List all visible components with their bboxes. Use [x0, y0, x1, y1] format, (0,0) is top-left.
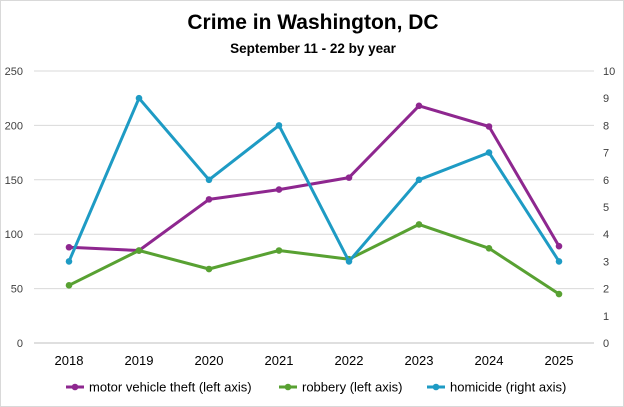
series-line-0 — [67, 104, 561, 252]
x-tick-label: 2025 — [545, 353, 574, 368]
data-point — [555, 258, 563, 265]
data-point — [65, 243, 73, 251]
data-point — [275, 247, 283, 254]
y-left-tick-label: 250 — [5, 66, 23, 78]
data-point — [65, 282, 73, 289]
series-line-2 — [67, 96, 561, 263]
chart-title: Crime in Washington, DC — [187, 11, 439, 34]
y-right-tick-label: 9 — [603, 93, 609, 105]
x-tick-label: 2019 — [125, 353, 154, 368]
x-tick-label: 2024 — [475, 353, 504, 368]
data-point — [135, 94, 143, 102]
y-right-tick-label: 7 — [603, 148, 609, 160]
x-tick-label: 2018 — [55, 353, 84, 368]
data-point — [415, 221, 423, 228]
data-point — [275, 186, 283, 193]
y-right-tick-label: 10 — [603, 66, 615, 78]
legend-swatch-marker — [432, 383, 440, 391]
data-point — [65, 258, 73, 265]
legend-label: motor vehicle theft (left axis) — [89, 380, 252, 395]
data-point — [345, 258, 353, 265]
data-point — [415, 176, 423, 184]
y-right-tick-label: 1 — [603, 311, 609, 323]
y-left-tick-label: 0 — [17, 338, 23, 350]
y-left-tick-label: 50 — [11, 284, 23, 296]
data-point — [135, 247, 143, 254]
y-right-tick-label: 3 — [603, 256, 609, 268]
legend-label: homicide (right axis) — [450, 380, 566, 395]
legend-swatch-marker — [284, 383, 292, 391]
y-right-tick-label: 8 — [603, 120, 609, 132]
y-right-tick-label: 2 — [603, 284, 609, 296]
x-tick-label: 2022 — [335, 353, 364, 368]
data-point — [555, 242, 563, 250]
series-line-1 — [67, 222, 561, 296]
data-point — [415, 102, 423, 110]
y-left-tick-label: 150 — [5, 175, 23, 187]
data-point — [345, 174, 353, 181]
x-tick-label: 2023 — [405, 353, 434, 368]
x-tick-label: 2021 — [265, 353, 294, 368]
data-point — [205, 196, 213, 203]
data-point — [275, 122, 283, 129]
data-point — [205, 265, 213, 273]
data-point — [555, 290, 563, 298]
data-point — [485, 123, 493, 130]
y-right-tick-label: 6 — [603, 175, 609, 187]
y-left-tick-label: 200 — [5, 120, 23, 132]
y-right-tick-label: 5 — [603, 202, 609, 214]
legend-label: robbery (left axis) — [302, 380, 402, 395]
data-point — [485, 245, 493, 252]
y-left-tick-label: 100 — [5, 229, 23, 241]
y-right-tick-label: 0 — [603, 338, 609, 350]
x-tick-label: 2020 — [195, 353, 224, 368]
chart-subtitle: September 11 - 22 by year — [230, 41, 396, 56]
data-point — [205, 176, 213, 184]
data-point — [485, 149, 493, 156]
legend-swatch-marker — [71, 383, 79, 391]
y-right-tick-label: 4 — [603, 229, 609, 241]
